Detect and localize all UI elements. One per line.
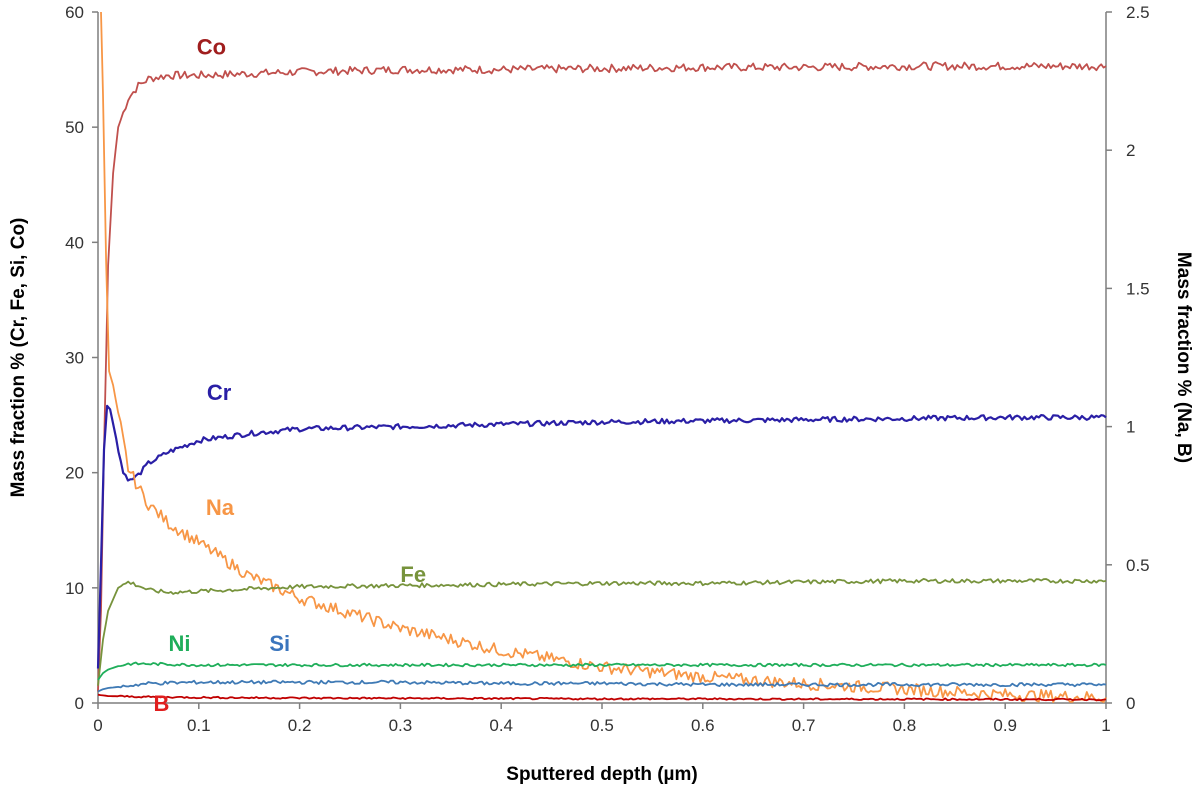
y-tick-label-right: 1.5 (1126, 279, 1150, 298)
y-tick-label-left: 40 (65, 233, 84, 252)
y-tick-label-right: 1 (1126, 418, 1135, 437)
y-tick-label-right: 2 (1126, 141, 1135, 160)
x-tick-label: 0.8 (893, 716, 917, 735)
x-tick-label: 0.2 (288, 716, 312, 735)
series-line-fe (97, 578, 1107, 686)
series-label-cr: Cr (207, 380, 232, 405)
series-line-ni (97, 661, 1107, 681)
x-tick-label: 0.7 (792, 716, 816, 735)
y-tick-label-left: 10 (65, 579, 84, 598)
x-tick-label: 0.1 (187, 716, 211, 735)
series-line-cr (96, 404, 1107, 669)
y-tick-label-right: 0 (1126, 694, 1135, 713)
series-label-fe: Fe (400, 562, 426, 587)
series-label-na: Na (206, 495, 235, 520)
x-tick-label: 0.3 (389, 716, 413, 735)
series-line-co (97, 61, 1107, 692)
series-line-si (97, 679, 1107, 693)
series-labels: Co Cr Na Fe Ni Si B (153, 35, 426, 716)
y-tick-label-right: 0.5 (1126, 556, 1150, 575)
series-lines (96, 11, 1107, 703)
series-line-b (97, 693, 1107, 702)
plot-axes: 0 0.1 0.2 0.3 0.4 0.5 0.6 0.7 0.8 0.9 101020304050… (65, 3, 1150, 735)
x-tick-label: 1 (1101, 716, 1110, 735)
x-tick-label: 0.4 (489, 716, 513, 735)
x-tick-label: 0.9 (993, 716, 1017, 735)
x-tick-label: 0.6 (691, 716, 715, 735)
series-label-ni: Ni (169, 631, 191, 656)
y-tick-label-left: 60 (65, 3, 84, 22)
series-label-co: Co (197, 35, 226, 60)
x-tick-label: 0 (93, 716, 102, 735)
y-tick-label-left: 50 (65, 118, 84, 137)
series-line-na (100, 11, 1107, 703)
y-tick-label-left: 0 (75, 694, 84, 713)
x-axis-title: Sputtered depth (µm) (506, 764, 697, 785)
y-tick-label-right: 2.5 (1126, 3, 1150, 22)
y-tick-label-left: 30 (65, 349, 84, 368)
x-tick-label: 0.5 (590, 716, 614, 735)
y-tick-label-left: 20 (65, 464, 84, 483)
series-label-b: B (153, 691, 169, 716)
y-axis-title-left: Mass fraction % (Cr, Fe, Si, Co) (8, 218, 29, 498)
series-label-si: Si (269, 631, 290, 656)
y-axis-title-right: Mass fraction % (Na, B) (1173, 252, 1194, 463)
